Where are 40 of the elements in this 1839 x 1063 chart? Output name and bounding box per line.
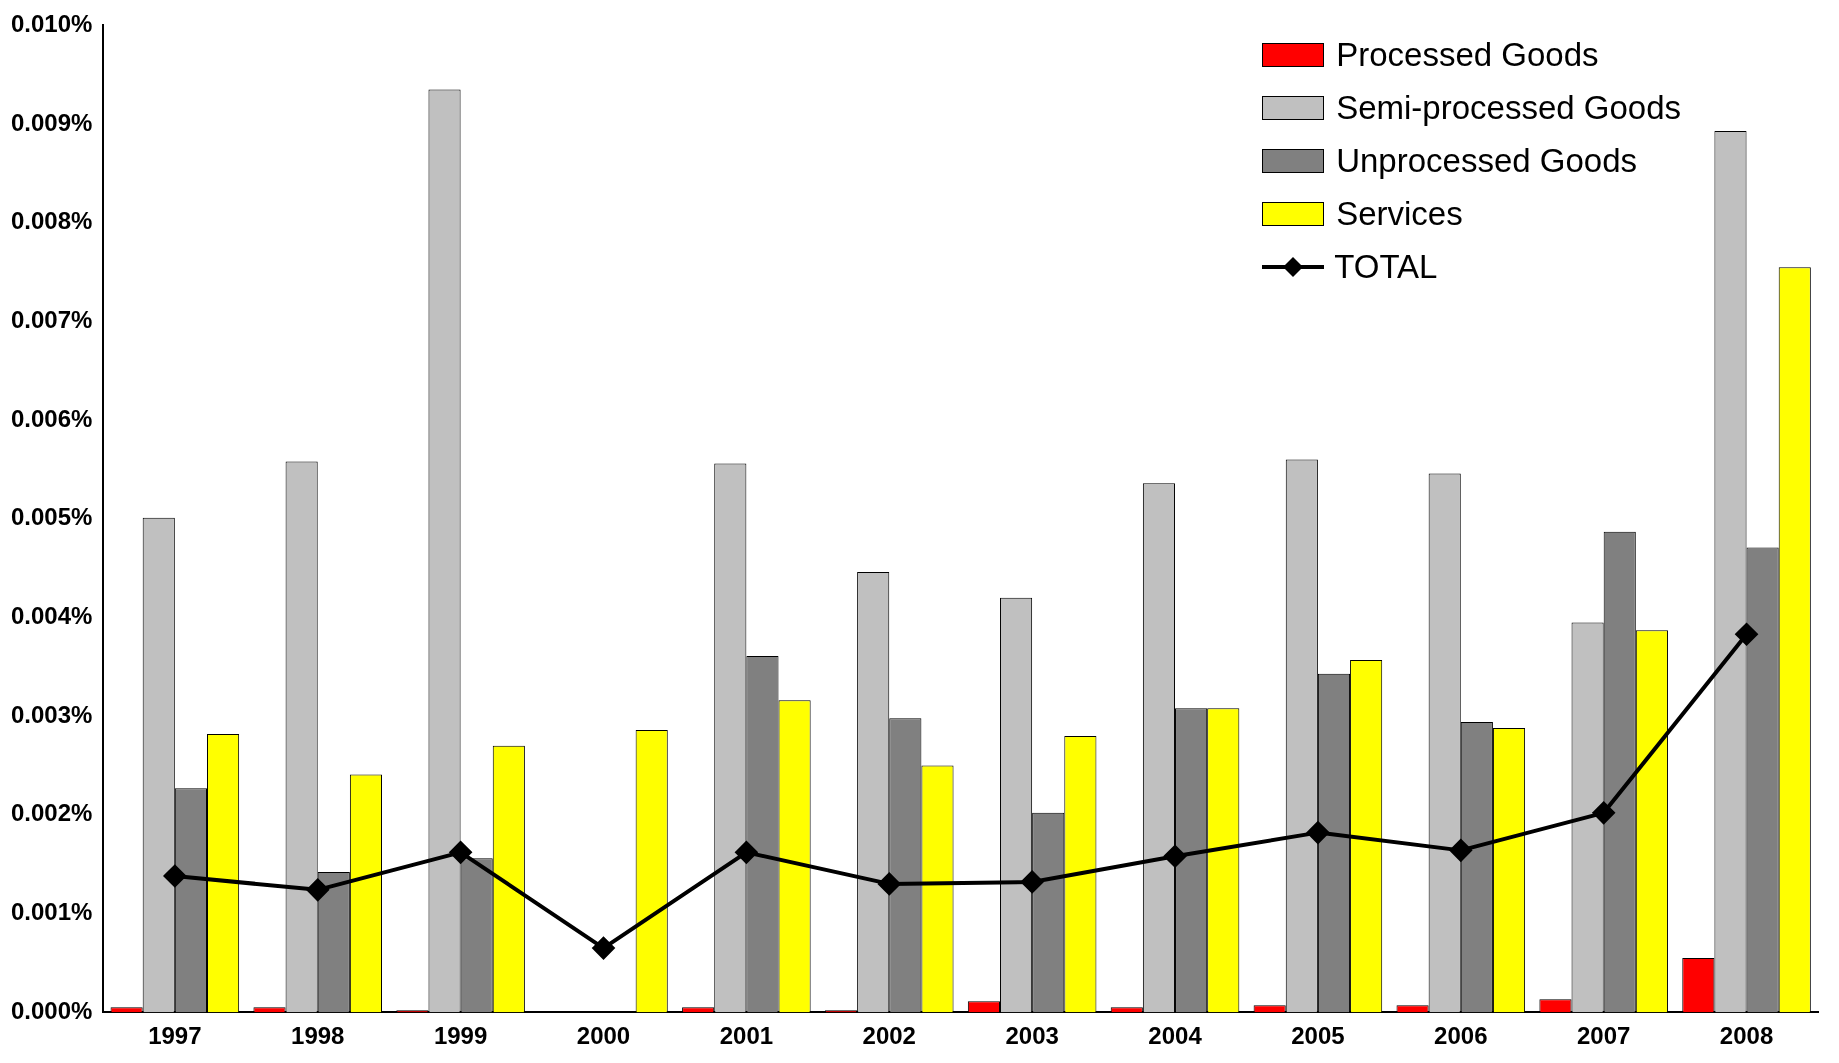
y-tick-label: 0.003% — [10, 700, 93, 728]
x-tick-label: 2002 — [862, 1022, 916, 1050]
y-tick-label: 0.004% — [10, 602, 93, 630]
legend-label: TOTAL — [1334, 247, 1438, 286]
x-tick-label: 2001 — [719, 1022, 774, 1050]
point — [878, 872, 901, 895]
x-tick-label: 1997 — [148, 1022, 202, 1050]
point — [163, 865, 186, 888]
point — [1592, 801, 1615, 824]
x-tick-label: 2000 — [576, 1022, 631, 1050]
y-tick-label: 0.008% — [10, 207, 93, 235]
point — [1164, 845, 1187, 868]
point — [1449, 839, 1472, 862]
x-tick-label: 1998 — [291, 1022, 345, 1050]
y-tick-label: 0.007% — [10, 306, 93, 334]
x-tick-label: 2005 — [1291, 1022, 1345, 1050]
point — [1021, 870, 1044, 893]
y-tick-label: 0.000% — [10, 996, 93, 1024]
y-tick-label: 0.009% — [10, 108, 93, 136]
legend-label: Unprocessed Goods — [1336, 141, 1638, 180]
y-tick-label: 0.002% — [10, 799, 93, 827]
x-tick-label: 2008 — [1719, 1022, 1774, 1050]
legend-label: Services — [1336, 194, 1463, 233]
y-tick-label: 0.005% — [10, 503, 93, 531]
point — [592, 937, 615, 960]
x-tick-label: 2004 — [1148, 1022, 1203, 1050]
y-tick-label: 0.001% — [10, 898, 93, 926]
x-tick-label: 2003 — [1005, 1022, 1059, 1050]
y-tick-label: 0.006% — [10, 404, 93, 432]
legend-label: Processed Goods — [1336, 35, 1599, 74]
x-tick-label: 2006 — [1434, 1022, 1488, 1050]
point — [1306, 821, 1329, 844]
point — [1735, 623, 1758, 646]
point — [306, 878, 329, 901]
point — [735, 841, 758, 864]
x-tick-label: 2007 — [1576, 1022, 1631, 1050]
point — [449, 841, 472, 864]
x-tick-label: 1999 — [433, 1022, 488, 1050]
y-tick-label: 0.010% — [10, 10, 93, 38]
legend-label: Semi-processed Goods — [1336, 88, 1681, 127]
